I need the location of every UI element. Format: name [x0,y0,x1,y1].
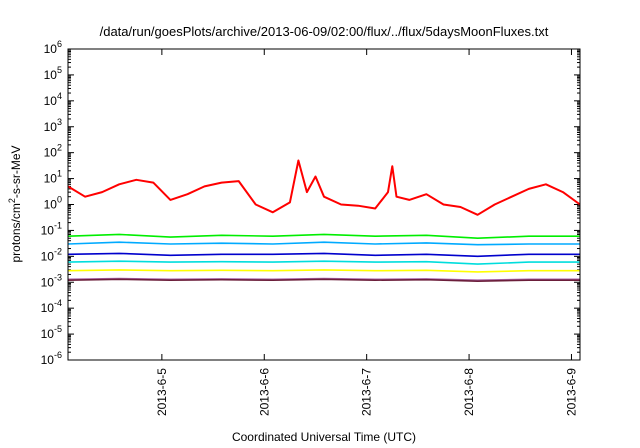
x-tick-label: 2013-6-6 [257,368,271,416]
series-line-8 [67,278,580,283]
y-tick-label: 105 [44,65,62,82]
y-tick-label: 10-4 [41,298,62,315]
y-tick-label: 10-3 [41,272,62,289]
y-tick-label: 102 [44,143,62,160]
y-axis-label: protons/cm2-s-sr-MeV [7,145,23,262]
chart-title: /data/run/goesPlots/archive/2013-06-09/0… [100,24,549,39]
y-axis: 10-6 10-5 10-4 10-3 10-2 10-1 100 101 102 103 104 1… [41,39,580,367]
x-axis: 2013-6-5 2013-6-6 2013-6-7 2013-6-8 2013-6-9 [155,49,578,416]
y-tick-label: 10-2 [41,246,62,263]
y-tick-label: 10-6 [41,350,62,367]
y-tick-label: 100 [44,195,62,212]
y-tick-label: 101 [44,169,62,186]
y-tick-label: 10-1 [41,220,62,237]
series-line-4 [67,252,580,258]
y-tick-label: 106 [44,39,62,56]
y-tick-label: 104 [44,91,62,108]
x-tick-label: 2013-6-5 [155,368,169,416]
series-line-3 [67,241,580,246]
y-tick-label: 103 [44,117,62,134]
y-tick-label: 10-5 [41,324,62,341]
plot-frame [67,48,581,361]
series-layer [67,159,581,283]
series-line-5 [67,260,580,265]
x-tick-label: 2013-6-7 [360,368,374,416]
series-line-2 [67,233,580,239]
x-tick-label: 2013-6-9 [564,368,578,416]
x-axis-label: Coordinated Universal Time (UTC) [232,430,416,444]
series-line-1 [67,159,581,216]
series-line-6 [67,269,580,273]
x-tick-label: 2013-6-8 [462,368,476,416]
